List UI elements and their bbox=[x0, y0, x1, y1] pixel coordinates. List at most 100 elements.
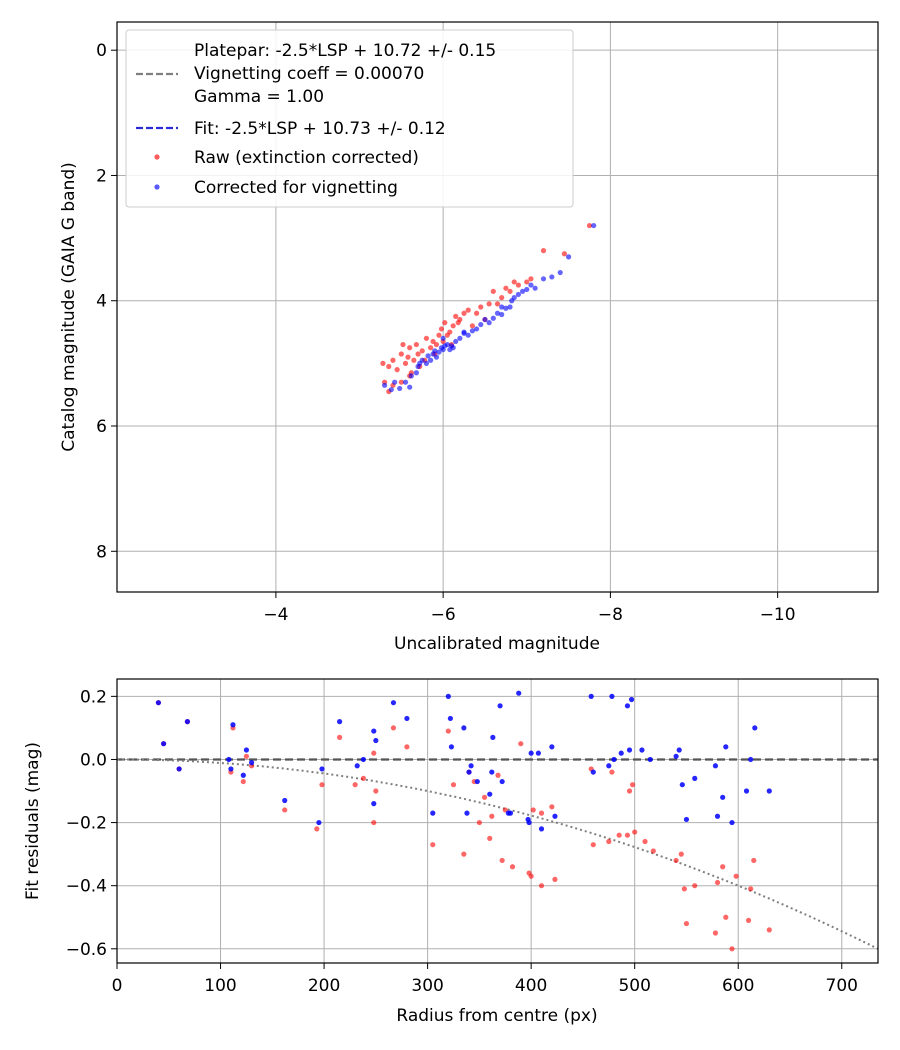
corrected-residual-point bbox=[319, 766, 325, 772]
bottom-x-tick-label: 200 bbox=[308, 976, 340, 996]
raw-residual-point bbox=[509, 864, 516, 870]
vignetting-model-curve bbox=[117, 758, 879, 950]
raw-point bbox=[457, 316, 463, 323]
corrected-point bbox=[402, 379, 409, 385]
legend-box bbox=[125, 29, 574, 208]
corrected-residual-point bbox=[466, 769, 472, 775]
raw-point bbox=[380, 360, 386, 366]
raw-residual-point bbox=[476, 819, 482, 826]
corrected-residual-point bbox=[230, 722, 236, 728]
bottom-y-axis-label: Fit residuals (mag) bbox=[23, 742, 43, 900]
raw-point bbox=[438, 326, 445, 332]
raw-point bbox=[461, 310, 467, 316]
raw-point bbox=[390, 357, 396, 363]
corrected-point bbox=[557, 269, 563, 276]
legend-platepar-label: Platepar: -2.5*LSP + 10.72 +/- 0.15 Vign… bbox=[194, 41, 502, 107]
corrected-residual-point bbox=[490, 734, 496, 740]
raw-point bbox=[486, 301, 492, 307]
raw-point bbox=[499, 295, 505, 301]
bottom-x-tick-label: 500 bbox=[618, 976, 650, 996]
corrected-residual-point bbox=[155, 700, 162, 706]
corrected-residual-point bbox=[489, 769, 495, 775]
raw-residual-point bbox=[642, 838, 648, 845]
corrected-residual-point bbox=[282, 797, 288, 804]
corrected-point bbox=[392, 379, 398, 385]
corrected-residual-point bbox=[240, 772, 246, 778]
corrected-point bbox=[528, 282, 534, 288]
corrected-residual-point bbox=[448, 744, 455, 750]
raw-residual-point bbox=[390, 725, 397, 731]
corrected-point bbox=[453, 338, 459, 345]
raw-residual-point bbox=[616, 832, 622, 838]
corrected-point bbox=[397, 385, 403, 392]
corrected-point bbox=[490, 315, 496, 321]
raw-point bbox=[430, 338, 436, 345]
corrected-residual-point bbox=[499, 778, 505, 785]
corrected-residual-point bbox=[390, 700, 397, 706]
raw-residual-point bbox=[240, 778, 246, 785]
top-plot-frame bbox=[116, 21, 879, 593]
corrected-residual-point bbox=[160, 741, 167, 747]
corrected-point bbox=[511, 295, 517, 301]
bottom-y-tick-label: −0.4 bbox=[66, 877, 107, 897]
corrected-residual-point bbox=[516, 690, 522, 696]
raw-residual-point bbox=[489, 813, 495, 819]
bottom-x-tick-label: 300 bbox=[411, 976, 443, 996]
raw-residual-point bbox=[487, 835, 493, 841]
raw-point bbox=[478, 304, 484, 310]
corrected-residual-point bbox=[624, 703, 631, 709]
corrected-point bbox=[503, 305, 509, 311]
raw-residual-point bbox=[751, 857, 757, 864]
corrected-residual-point bbox=[628, 696, 635, 703]
corrected-point bbox=[540, 276, 547, 282]
bottom-x-tick-label: 0 bbox=[112, 976, 123, 996]
top-y-tick-label: 0 bbox=[96, 41, 107, 61]
raw-residual-point bbox=[692, 883, 698, 889]
raw-residual-point bbox=[530, 807, 536, 813]
bottom-x-tick-label: 700 bbox=[826, 976, 858, 996]
corrected-residual-point bbox=[606, 763, 612, 769]
raw-residual-point bbox=[549, 804, 555, 810]
corrected-residual-point bbox=[371, 801, 377, 807]
corrected-point bbox=[565, 254, 572, 260]
corrected-residual-point bbox=[474, 778, 480, 785]
bottom-x-tick-label: 400 bbox=[515, 976, 547, 996]
corrected-point bbox=[450, 345, 456, 351]
corrected-residual-point bbox=[337, 719, 343, 725]
raw-point bbox=[507, 288, 513, 294]
raw-residual-point bbox=[626, 788, 633, 794]
raw-residual-point bbox=[606, 838, 612, 845]
raw-point bbox=[447, 329, 453, 335]
raw-residual-point bbox=[745, 917, 752, 924]
raw-residual-point bbox=[404, 744, 410, 750]
corrected-residual-point bbox=[228, 766, 234, 772]
raw-point bbox=[511, 279, 517, 285]
corrected-point bbox=[440, 335, 446, 341]
corrected-point bbox=[465, 332, 471, 338]
bottom-grid bbox=[116, 679, 878, 963]
raw-point bbox=[465, 307, 471, 313]
raw-residual-point bbox=[352, 782, 358, 788]
top-y-tick-label: 4 bbox=[96, 292, 107, 312]
raw-residual-point bbox=[712, 930, 719, 936]
corrected-residual-point bbox=[507, 810, 514, 816]
legend-platepar-line3: Gamma = 1.00 bbox=[194, 87, 324, 107]
corrected-point bbox=[478, 321, 484, 328]
bottom-scatter-points bbox=[155, 690, 772, 952]
raw-residual-point bbox=[624, 832, 631, 838]
top-y-tick-label: 2 bbox=[96, 166, 107, 186]
corrected-point bbox=[457, 335, 463, 341]
corrected-point bbox=[515, 291, 522, 298]
corrected-residual-point bbox=[248, 760, 255, 766]
raw-residual-point bbox=[673, 857, 679, 864]
raw-point bbox=[415, 351, 421, 357]
raw-residual-point bbox=[681, 886, 687, 892]
corrected-residual-point bbox=[526, 819, 532, 826]
corrected-residual-point bbox=[692, 775, 698, 782]
raw-point bbox=[407, 345, 413, 351]
legend-raw-marker bbox=[154, 154, 160, 160]
raw-point bbox=[394, 367, 400, 373]
raw-point bbox=[405, 354, 411, 360]
corrected-point bbox=[469, 328, 476, 334]
raw-point bbox=[494, 301, 501, 307]
